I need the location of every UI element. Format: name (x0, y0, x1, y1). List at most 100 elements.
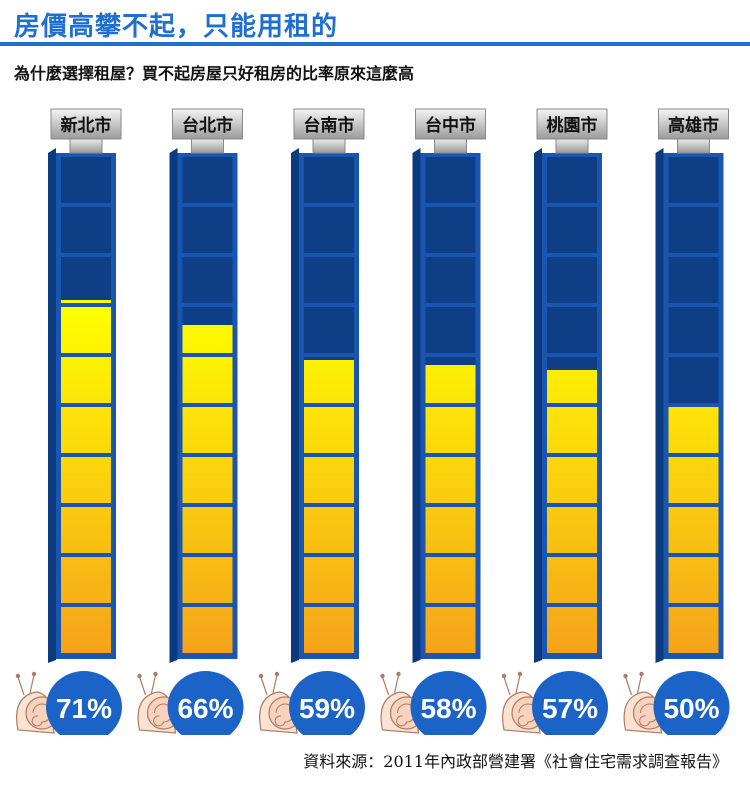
bar-fill-cell (425, 407, 476, 453)
tube-cell (547, 157, 597, 203)
tube-side (169, 148, 178, 663)
bar-fill-cell (547, 607, 597, 653)
value-label: 58% (420, 693, 476, 724)
tube-cell (182, 207, 233, 253)
city-label: 高雄市 (668, 115, 719, 136)
tube-cell (61, 257, 111, 303)
value-bubble (289, 671, 365, 735)
tube-cap (50, 108, 122, 140)
tube-cap (172, 108, 243, 140)
tube-cell (668, 157, 719, 203)
bar-fill-cell (547, 457, 597, 503)
bar-fill-cell (668, 457, 719, 503)
thermometer-3: 台南市 59% (258, 108, 365, 735)
tube-cell (425, 307, 476, 353)
bar-fill-cell (182, 325, 233, 353)
tube-cell (304, 257, 354, 303)
thermometer-5: 桃園市 57% (501, 108, 608, 735)
value-label: 71% (56, 693, 112, 724)
city-label: 新北市 (61, 115, 112, 136)
bar-fill-cell (425, 607, 476, 653)
bar-fill-cell (547, 507, 597, 553)
value-label: 57% (542, 693, 598, 724)
bar-fill-cell (182, 407, 233, 453)
tube-fill (668, 407, 719, 653)
tube-cap (658, 108, 729, 140)
page-title: 房價高攀不起，只能用租的 (14, 12, 339, 42)
tube-fill (304, 360, 354, 653)
bar-fill-cell (304, 360, 354, 403)
tube-cell (304, 207, 354, 253)
value-label: 66% (177, 693, 233, 724)
value-bubble (532, 671, 608, 735)
value-bubble (653, 671, 730, 735)
bar-fill-cell (425, 507, 476, 553)
value-bubble (46, 671, 122, 735)
bar-fill-cell (304, 507, 354, 553)
tube-side (534, 148, 542, 663)
tube-cell (182, 257, 233, 303)
city-label: 台北市 (182, 115, 233, 136)
city-label: 台中市 (425, 115, 476, 136)
bar-fill-cell (182, 507, 233, 553)
bar-fill-cell (425, 557, 476, 603)
bar-fill-cell (61, 607, 111, 653)
bar-fill-cell (182, 357, 233, 403)
bar-fill-cell (182, 457, 233, 503)
tube-cell (61, 207, 111, 253)
snail-icon (501, 671, 545, 734)
city-label: 台南市 (304, 115, 355, 136)
bar-fill-cell (182, 607, 233, 653)
tube-cell (304, 307, 354, 353)
tube-cell (668, 307, 719, 353)
bar-fill-cell (304, 607, 354, 653)
tube-cap (536, 108, 608, 140)
tube-cell (547, 307, 597, 353)
bar-fill-cell (61, 557, 111, 603)
tube-fill (425, 365, 476, 653)
thermometer-2: 台北市 66% (137, 108, 244, 735)
bar-fill-cell (304, 457, 354, 503)
bar-fill-cell (668, 507, 719, 553)
bar-fill-cell (182, 557, 233, 603)
tube-cell (425, 257, 476, 303)
bar-fill-cell (304, 557, 354, 603)
thermometer-1: 新北市 71% (15, 108, 122, 735)
bar-fill-cell (547, 370, 597, 403)
bar-fill-cell (61, 407, 111, 453)
thermometer-4: 台中市 58% (380, 108, 487, 735)
bar-fill-cell (61, 307, 111, 353)
bar-fill-cell (61, 457, 111, 503)
tube-cell (425, 157, 476, 203)
bar-fill-cell (668, 607, 719, 653)
tube-side (655, 148, 664, 663)
value-label: 50% (663, 693, 719, 724)
tube-cell (547, 257, 597, 303)
tube-cell (61, 157, 111, 203)
tube-cap (415, 108, 486, 140)
chart-subtitle: 為什麼選擇租屋？買不起房屋只好租房的比率原來這麼高 (14, 64, 415, 83)
value-bubble (410, 671, 487, 735)
bar-fill-cell (61, 300, 111, 303)
tube-fill (547, 370, 597, 653)
tube-side (48, 148, 56, 663)
tube-side (291, 148, 299, 663)
tube-side (412, 148, 421, 663)
tube-cell (668, 207, 719, 253)
title-underline (0, 42, 750, 46)
tube-cell (547, 207, 597, 253)
bar-fill-cell (668, 557, 719, 603)
tube-fill (61, 300, 111, 653)
tube-cell (425, 207, 476, 253)
bar-fill-cell (61, 357, 111, 403)
bar-fill-cell (425, 457, 476, 503)
tube-cell (182, 157, 233, 203)
tube-fill (182, 325, 233, 653)
bar-fill-cell (304, 407, 354, 453)
tube-cell (668, 257, 719, 303)
value-label: 59% (299, 693, 355, 724)
value-bubble (167, 671, 244, 735)
bar-fill-cell (547, 557, 597, 603)
bar-fill-cell (547, 407, 597, 453)
tube-cap (293, 108, 365, 140)
